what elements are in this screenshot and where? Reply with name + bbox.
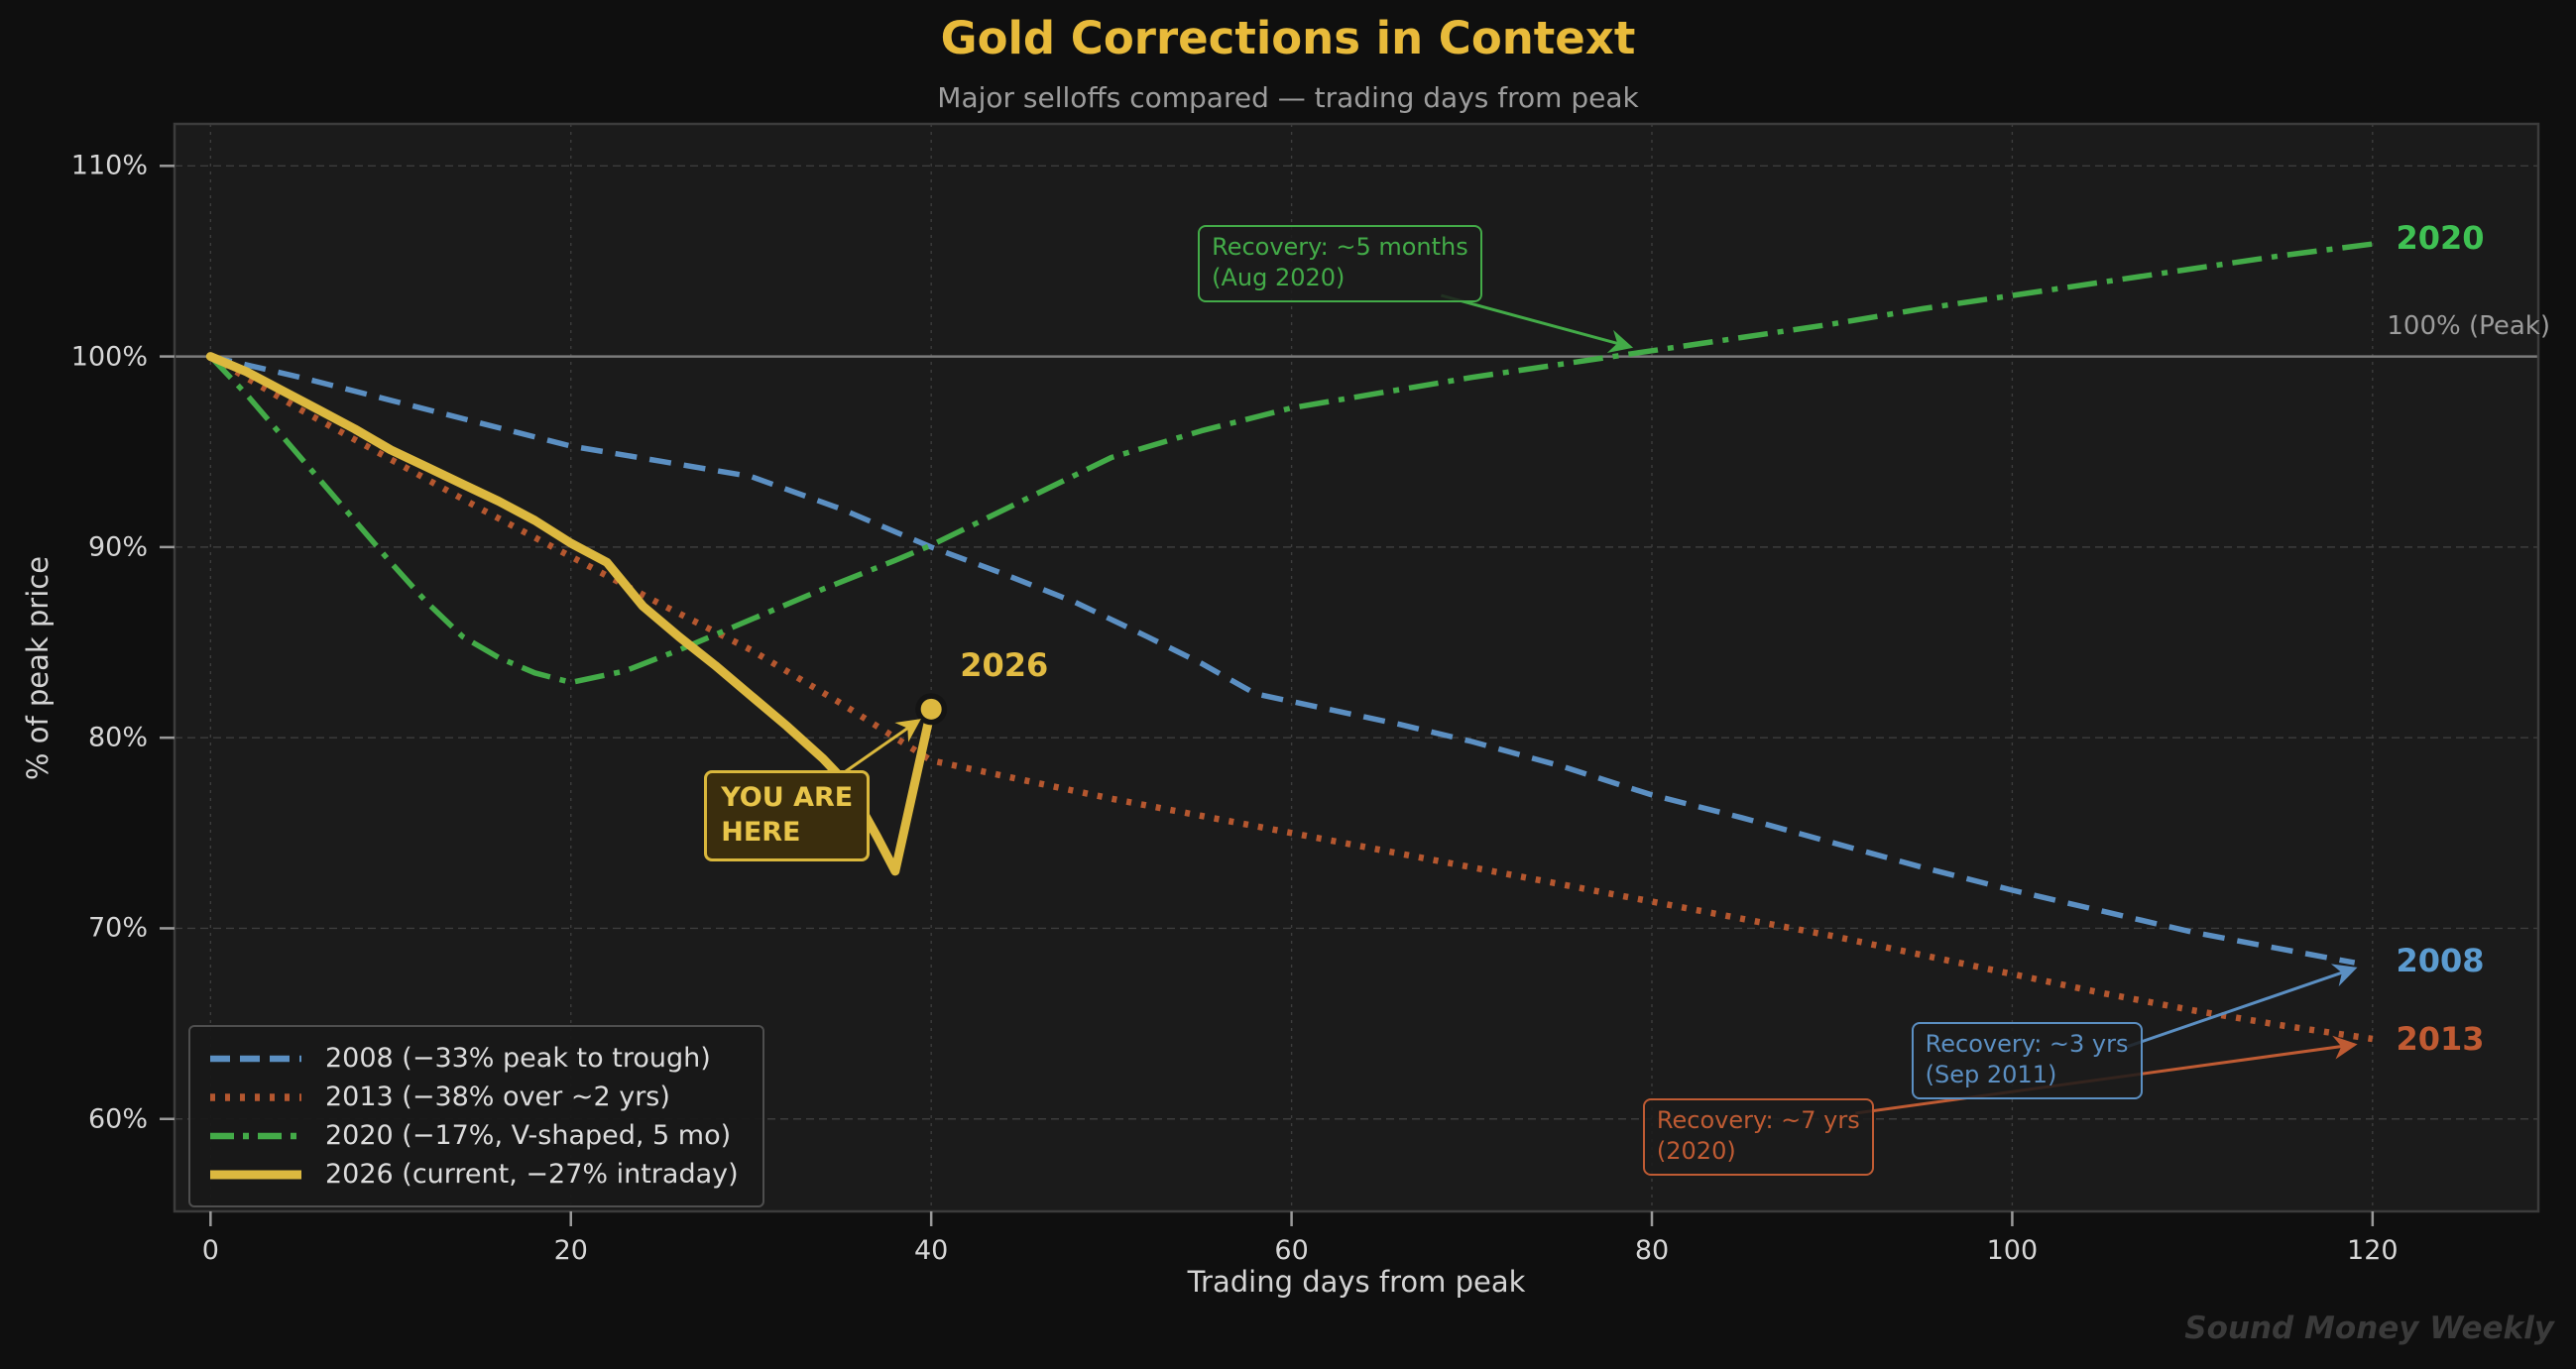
series-line-2013 — [208, 353, 2374, 1043]
you-are-here-arrow — [844, 719, 921, 774]
series-line-2008 — [209, 353, 2356, 966]
series-line-2020 — [208, 241, 2374, 686]
current-point-marker — [920, 698, 942, 720]
recovery-2020-arrow — [1441, 293, 1634, 354]
recovery-2008-arrow — [2127, 964, 2358, 1049]
plot-frame — [173, 122, 2540, 1213]
